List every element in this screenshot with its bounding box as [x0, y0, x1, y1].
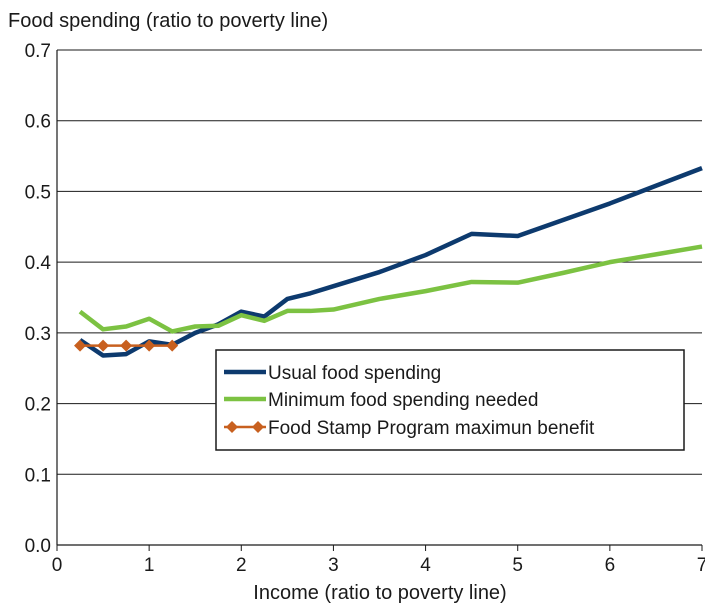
x-axis-title: Income (ratio to poverty line): [253, 582, 506, 604]
x-tick-label: 4: [420, 555, 431, 576]
series-line-1: [78, 165, 703, 358]
data-point-marker: [97, 339, 110, 352]
x-tick-label: 1: [144, 555, 155, 576]
y-tick-label: 0.2: [25, 395, 51, 416]
data-point-marker: [252, 421, 264, 433]
y-tick-labels: 0.0 0.1 0.2 0.3 0.4 0.5 0.6 0.7: [25, 41, 52, 557]
y-tick-label: 0.1: [25, 465, 51, 486]
x-tick-labels: 0 1 2 3 4 5 6 7: [52, 555, 705, 576]
legend-label: Food Stamp Program maximun benefit: [268, 418, 595, 439]
y-tick-label: 0.0: [25, 536, 51, 557]
legend-label: Usual food spending: [268, 363, 441, 384]
y-axis-title: Food spending (ratio to poverty line): [8, 10, 328, 32]
data-point-marker: [120, 339, 133, 352]
legend-box: [215, 349, 685, 451]
legend-label: Minimum food spending needed: [268, 390, 538, 411]
y-tick-label: 0.5: [25, 182, 51, 203]
y-tick-label: 0.4: [25, 253, 52, 274]
x-tick-label: 2: [236, 555, 247, 576]
data-point-marker: [74, 339, 87, 352]
x-tick-label: 5: [512, 555, 523, 576]
legend: Usual food spending Minimum food spending…: [215, 349, 685, 451]
y-tick-label: 0.7: [25, 41, 51, 62]
series-lines: [74, 165, 703, 358]
data-point-marker: [143, 339, 156, 352]
y-tick-label: 0.3: [25, 324, 51, 345]
data-point-marker: [226, 421, 238, 433]
y-tick-label: 0.6: [25, 112, 51, 133]
gridlines: [57, 49, 702, 475]
x-tick-label: 3: [328, 555, 339, 576]
data-point-marker: [166, 339, 179, 352]
axes: [56, 50, 703, 551]
x-tick-label: 6: [605, 555, 616, 576]
x-tick-label: 0: [52, 555, 63, 576]
series-line-2: [78, 244, 703, 334]
x-tick-label: 7: [697, 555, 705, 576]
